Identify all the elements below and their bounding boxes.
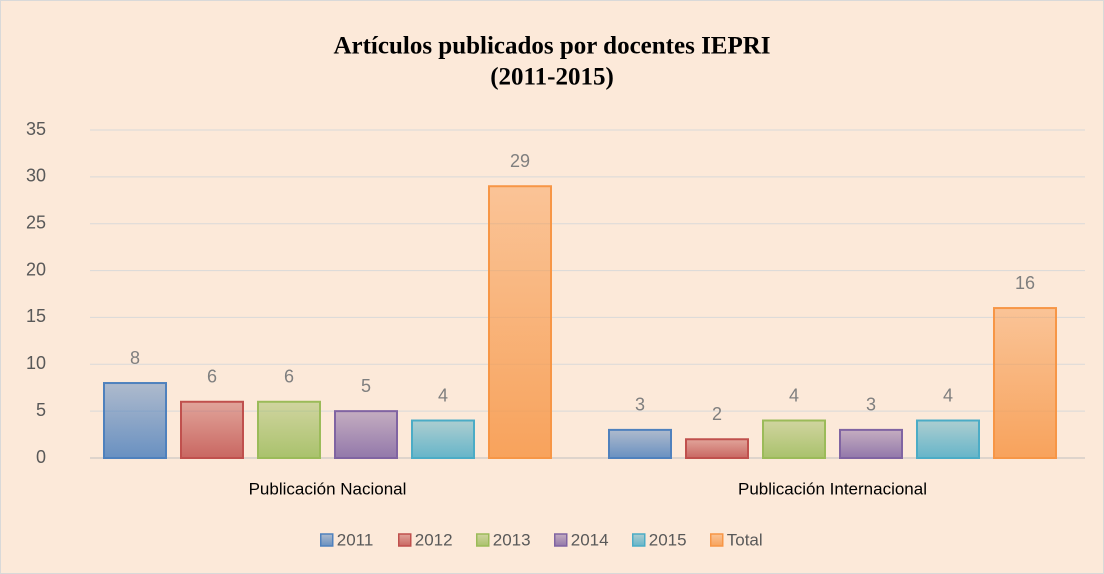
data-label: 2 — [712, 404, 722, 424]
bar — [334, 410, 398, 459]
legend-label: 2011 — [337, 530, 374, 549]
bar — [916, 419, 980, 459]
chart-title: Artículos publicados por docentes IEPRI — [333, 33, 770, 60]
bar — [993, 307, 1057, 459]
y-tick-label: 0 — [36, 447, 46, 467]
data-label: 5 — [361, 376, 371, 396]
data-label: 6 — [284, 367, 294, 387]
bar — [180, 400, 244, 459]
legend-label: Total — [727, 530, 763, 549]
y-tick-label: 25 — [26, 212, 46, 232]
legend-swatch — [476, 533, 490, 547]
legend-label: 2012 — [415, 530, 453, 549]
legend-swatch — [554, 533, 568, 547]
y-tick-label: 15 — [26, 306, 46, 326]
bar — [411, 419, 475, 459]
x-tick-label: Publicación Internacional — [738, 479, 927, 498]
data-label: 3 — [866, 395, 876, 415]
legend-label: 2013 — [493, 530, 531, 549]
data-label: 29 — [510, 151, 530, 171]
bar — [839, 428, 903, 459]
legend-swatch — [398, 533, 412, 547]
bar — [608, 428, 672, 459]
data-label: 4 — [438, 385, 448, 405]
data-label: 4 — [789, 385, 799, 405]
legend-label: 2014 — [571, 530, 609, 549]
chart-title: (2011-2015) — [490, 64, 614, 91]
data-label: 8 — [130, 348, 140, 368]
y-tick-label: 10 — [26, 353, 46, 373]
legend-swatch — [632, 533, 646, 547]
legend-swatch — [320, 533, 334, 547]
y-tick-label: 5 — [36, 400, 46, 420]
data-label: 3 — [635, 395, 645, 415]
data-label: 6 — [207, 367, 217, 387]
data-label: 4 — [943, 385, 953, 405]
bar — [103, 382, 167, 459]
y-tick-label: 20 — [26, 259, 46, 279]
y-tick-label: 30 — [26, 166, 46, 186]
y-tick-label: 35 — [26, 119, 46, 139]
legend-swatch — [710, 533, 724, 547]
x-tick-label: Publicación Nacional — [249, 479, 407, 498]
data-label: 16 — [1015, 273, 1035, 293]
bar — [257, 400, 321, 459]
bar — [762, 419, 826, 459]
bar — [488, 185, 552, 459]
bar — [685, 438, 749, 459]
legend-label: 2015 — [649, 530, 687, 549]
